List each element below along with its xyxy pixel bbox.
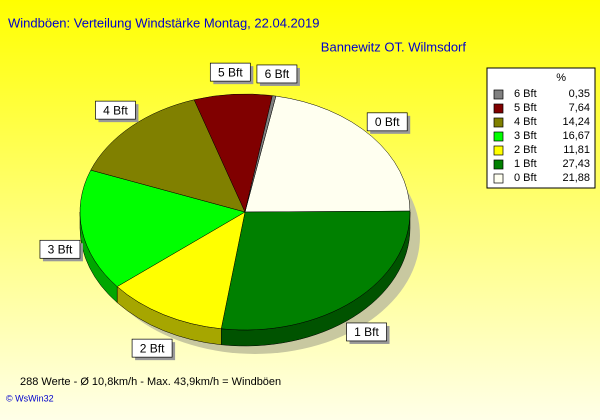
slice-label-box (346, 322, 387, 342)
legend-value: 27,43 (562, 158, 590, 170)
legend-swatch (493, 117, 504, 128)
slice-label: 5 Bft (218, 65, 243, 79)
legend-swatch (493, 103, 504, 114)
slice-label: 6 Bft (265, 67, 290, 81)
legend-box (486, 67, 596, 189)
legend-label: 1 Bft (514, 158, 537, 170)
slice-label-box (95, 100, 136, 120)
chart-subtitle: Bannewitz OT. Wilmsdorf (321, 39, 467, 54)
legend-label: 4 Bft (514, 116, 537, 128)
legend-label: 3 Bft (514, 130, 537, 142)
legend-swatch (493, 89, 504, 100)
legend-swatch (493, 173, 504, 184)
slice-label: 2 Bft (140, 341, 165, 355)
pie-slice (244, 95, 411, 213)
legend-value: 16,67 (562, 130, 590, 142)
pie-slice (79, 169, 246, 287)
slice-label-box (131, 338, 173, 358)
pie-slice (90, 99, 246, 213)
legend-label: 0 Bft (514, 172, 537, 184)
slice-label-box (39, 239, 81, 259)
legend-value: 14,24 (562, 116, 590, 128)
legend-header: % (556, 72, 566, 84)
legend-value: 0,35 (569, 88, 590, 100)
legend-swatch (493, 145, 504, 156)
chart-title: Windböen: Verteilung Windstärke Montag, … (8, 15, 319, 30)
legend-value: 21,88 (562, 172, 590, 184)
slice-label-box (209, 62, 251, 82)
legend-swatch (493, 131, 504, 142)
legend-label: 5 Bft (514, 102, 537, 114)
slice-label: 0 Bft (375, 115, 400, 129)
legend-label: 2 Bft (514, 144, 537, 156)
footer: 288 Werte - Ø 10,8km/h - Max. 43,9km/h =… (20, 376, 281, 388)
slice-label-box (256, 64, 298, 84)
pie-slice (116, 211, 246, 330)
pie-slice (244, 95, 277, 213)
slice-label-box (366, 112, 408, 132)
legend-label: 6 Bft (514, 88, 537, 100)
legend-swatch (493, 159, 504, 170)
pie-slice (220, 210, 411, 331)
legend-value: 11,81 (563, 144, 590, 156)
legend-value: 7,64 (569, 102, 590, 114)
credit: © WsWin32 (6, 393, 54, 403)
slice-label: 1 Bft (354, 325, 379, 339)
slice-label: 4 Bft (103, 103, 128, 117)
slice-label: 3 Bft (48, 242, 73, 256)
